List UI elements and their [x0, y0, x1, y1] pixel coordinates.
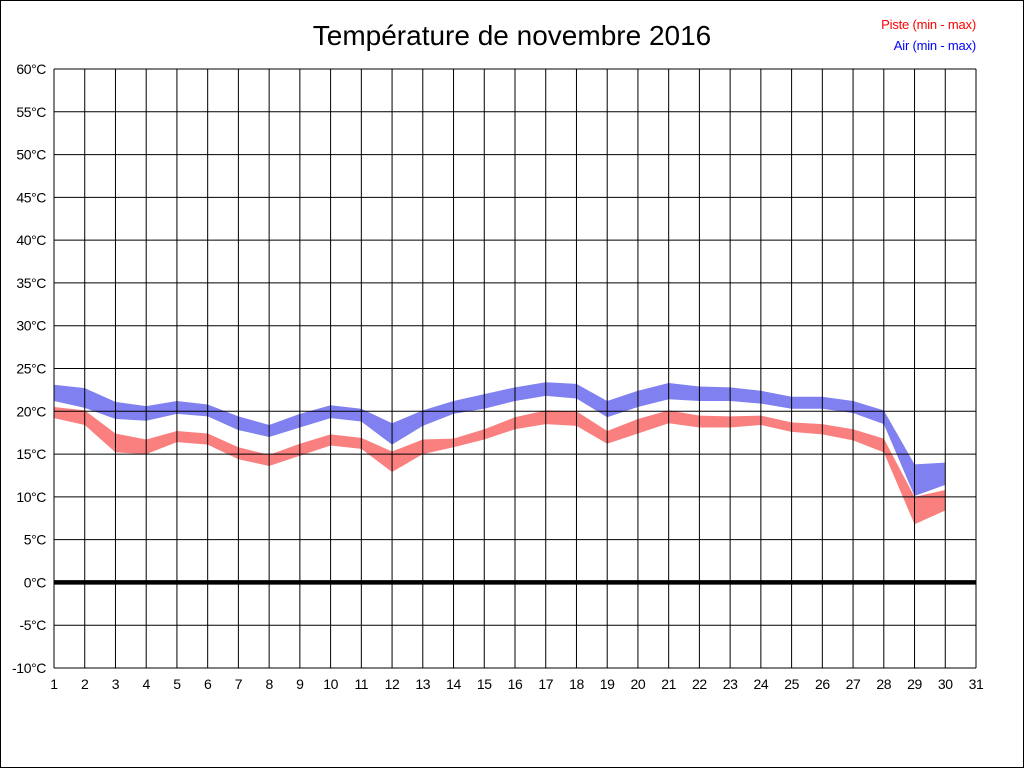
y-tick-label: 50°C	[16, 147, 46, 163]
chart-title: Température de novembre 2016	[312, 20, 712, 51]
x-tick-label: 20	[631, 676, 646, 692]
x-tick-label: 1	[50, 676, 58, 692]
chart-legend: Piste (min - max) Air (min - max)	[881, 14, 976, 56]
y-tick-label: -10°C	[12, 660, 46, 676]
x-tick-label: 25	[784, 676, 799, 692]
y-tick-label: 5°C	[24, 532, 47, 548]
x-tick-label: 10	[323, 676, 338, 692]
legend-air-label: Air (min - max)	[893, 38, 976, 53]
y-tick-label: 10°C	[16, 489, 46, 505]
y-tick-label: 60°C	[16, 61, 46, 77]
x-tick-label: 23	[723, 676, 738, 692]
x-tick-label: 28	[876, 676, 891, 692]
x-tick-label: 13	[415, 676, 430, 692]
y-tick-label: 40°C	[16, 232, 46, 248]
y-tick-label: 20°C	[16, 403, 46, 419]
x-tick-label: 29	[907, 676, 922, 692]
y-tick-label: -5°C	[19, 617, 46, 633]
x-tick-label: 2	[81, 676, 89, 692]
x-tick-label: 19	[600, 676, 615, 692]
x-tick-label: 21	[661, 676, 676, 692]
x-tick-label: 3	[112, 676, 120, 692]
legend-piste-label: Piste (min - max)	[881, 17, 976, 32]
y-tick-label: 0°C	[24, 574, 47, 590]
x-tick-label: 8	[265, 676, 273, 692]
x-tick-label: 27	[846, 676, 861, 692]
x-tick-label: 7	[235, 676, 243, 692]
x-tick-label: 15	[477, 676, 492, 692]
y-tick-label: 30°C	[16, 318, 46, 334]
x-tick-label: 17	[538, 676, 553, 692]
x-tick-label: 31	[969, 676, 984, 692]
x-tick-label: 18	[569, 676, 584, 692]
y-tick-label: 15°C	[16, 446, 46, 462]
x-tick-label: 5	[173, 676, 181, 692]
piste-minmax-band	[54, 407, 946, 525]
x-tick-label: 16	[508, 676, 523, 692]
x-tick-label: 14	[446, 676, 461, 692]
x-tick-label: 24	[753, 676, 768, 692]
x-tick-label: 26	[815, 676, 830, 692]
x-tick-label: 22	[692, 676, 707, 692]
y-tick-label: 55°C	[16, 104, 46, 120]
x-tick-label: 9	[296, 676, 304, 692]
x-tick-label: 11	[354, 676, 368, 692]
y-tick-label: 35°C	[16, 275, 46, 291]
y-tick-label: 45°C	[16, 189, 46, 205]
y-tick-label: 25°C	[16, 361, 46, 377]
x-tick-label: 12	[385, 676, 400, 692]
x-tick-label: 30	[938, 676, 953, 692]
x-tick-label: 4	[143, 676, 151, 692]
x-tick-label: 6	[204, 676, 212, 692]
